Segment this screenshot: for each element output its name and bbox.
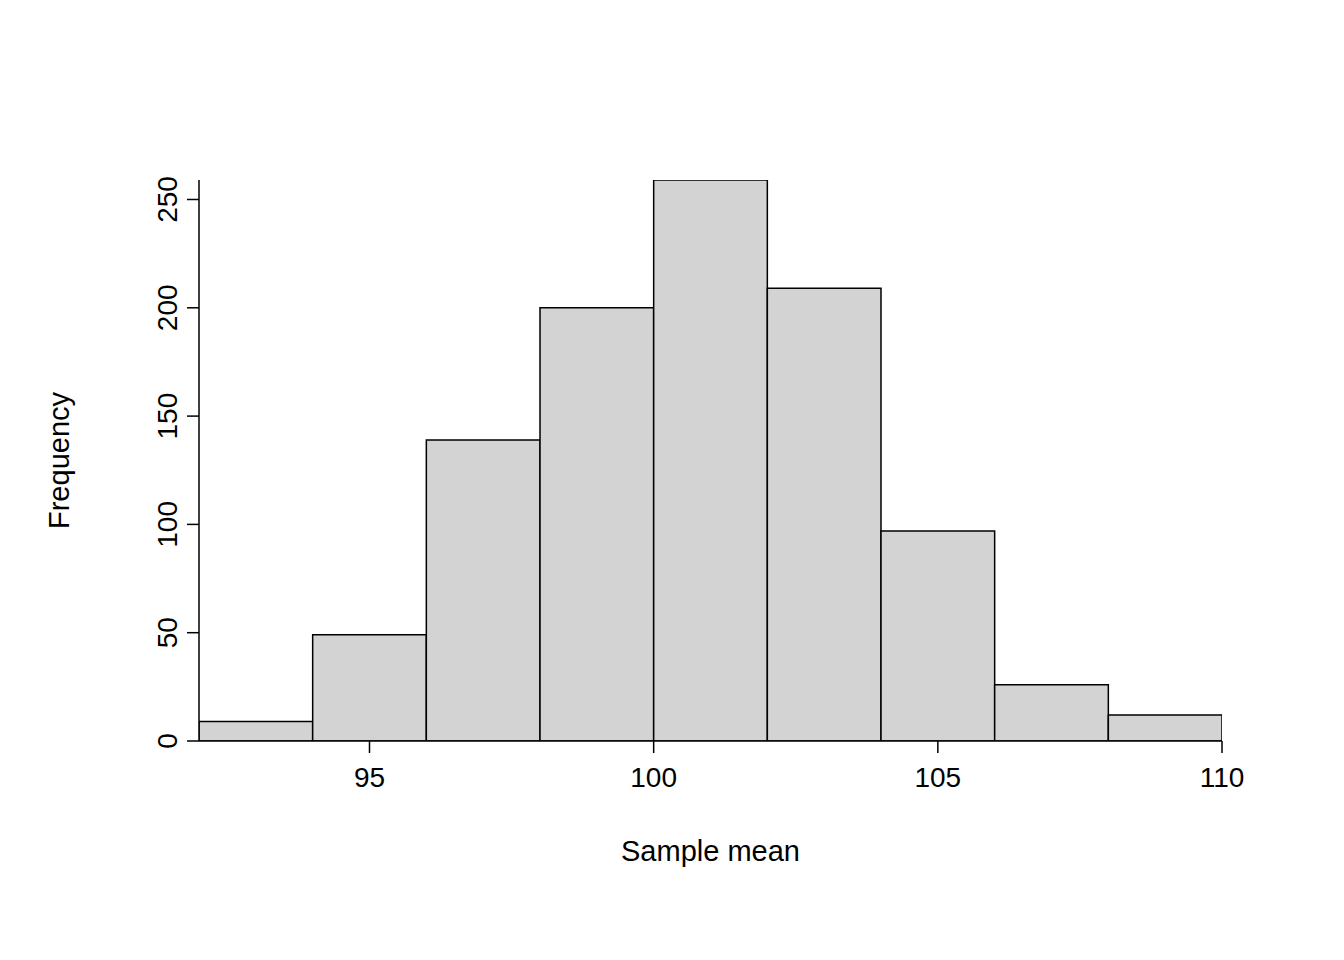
svg-text:105: 105 [914,762,961,793]
svg-text:Frequency: Frequency [43,391,75,529]
svg-text:50: 50 [152,617,183,648]
svg-text:95: 95 [354,762,385,793]
svg-text:110: 110 [1200,762,1245,793]
svg-text:250: 250 [152,176,183,223]
svg-text:0: 0 [152,733,183,749]
svg-text:100: 100 [630,762,677,793]
svg-text:200: 200 [152,284,183,331]
svg-text:Sample mean: Sample mean [621,835,800,867]
svg-text:150: 150 [152,393,183,440]
svg-text:100: 100 [152,501,183,548]
